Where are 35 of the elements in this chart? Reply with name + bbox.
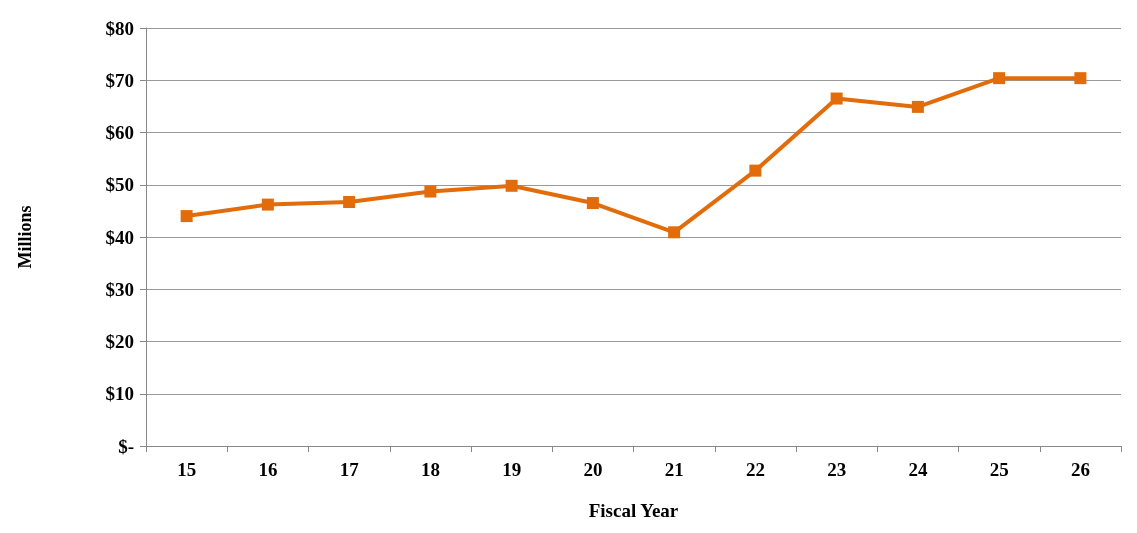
y-tick-label: $60 (105, 122, 134, 143)
x-axis-title: Fiscal Year (588, 500, 679, 521)
point (343, 195, 356, 208)
point (261, 198, 274, 211)
x-tick-label: 16 (258, 459, 278, 480)
x-tick-label: 18 (420, 459, 440, 480)
y-tick-label: $10 (105, 383, 134, 405)
x-tick-label: 19 (502, 459, 522, 480)
y-axis-title: Millions (15, 205, 35, 269)
point (1074, 72, 1087, 85)
x-tick-label: 21 (664, 459, 684, 480)
x-tick-label: 17 (339, 459, 360, 480)
point (424, 185, 437, 198)
point (993, 72, 1006, 85)
x-tick-label: 23 (827, 459, 847, 480)
y-tick-label: $50 (105, 174, 134, 196)
x-tick-label: 20 (583, 459, 603, 480)
x-tick-label: 25 (989, 459, 1009, 480)
y-tick-label: $80 (105, 17, 134, 39)
point (911, 100, 924, 113)
y-tick-label: $- (118, 435, 134, 457)
y-tick-label: $40 (105, 226, 134, 248)
x-tick-label: 22 (745, 459, 765, 480)
y-tick-label: $20 (105, 331, 134, 352)
x-tick-label: 15 (177, 459, 197, 480)
point (180, 210, 193, 223)
point (668, 226, 681, 239)
x-tick-label: 26 (1070, 459, 1090, 480)
point (830, 92, 843, 105)
point (586, 197, 599, 210)
point (505, 179, 518, 192)
point (749, 164, 762, 177)
y-tick-label: $70 (105, 69, 134, 91)
y-tick-label: $30 (105, 278, 134, 300)
x-tick-label: 24 (908, 459, 928, 480)
